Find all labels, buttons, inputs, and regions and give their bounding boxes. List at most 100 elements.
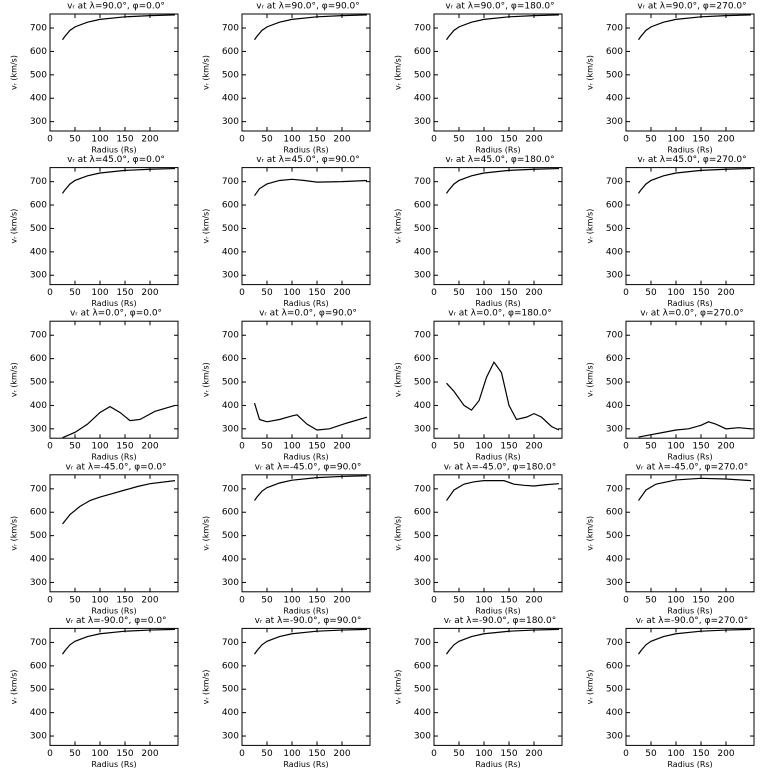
x-tick-label: 0 (47, 595, 53, 605)
y-tick-label: 600 (222, 47, 239, 57)
y-tick-label: 400 (606, 94, 623, 104)
panel-title: vᵣ at λ=0.0°, φ=180.0° (448, 309, 552, 319)
x-tick-label: 200 (333, 749, 350, 759)
plot-frame (625, 627, 755, 746)
y-tick-label: 700 (222, 177, 239, 187)
plot-frame (625, 13, 755, 132)
x-tick-label: 50 (69, 288, 81, 298)
y-tick-label: 300 (414, 578, 431, 588)
x-axis-label: Radius (Rs) (91, 453, 136, 462)
y-axis-label: vᵣ (km/s) (202, 55, 211, 90)
y-tick-label: 300 (414, 117, 431, 127)
x-tick-label: 150 (308, 442, 325, 452)
panel: vᵣ at λ=45.0°, φ=0.0° 0 50 100 150 200 300 400 5… (10, 155, 179, 308)
x-tick-label: 150 (116, 288, 133, 298)
panel-title: vᵣ at λ=0.0°, φ=270.0° (640, 309, 744, 319)
plot-frame (625, 320, 755, 439)
y-tick-label: 400 (414, 247, 431, 257)
y-tick-label: 500 (30, 224, 47, 234)
panel: vᵣ at λ=0.0°, φ=90.0° 0 50 100 150 200 300 400 5… (202, 309, 371, 462)
panel: vᵣ at λ=-45.0°, φ=0.0° 0 50 100 150 200 300 400… (10, 462, 179, 615)
panel: vᵣ at λ=-45.0°, φ=270.0° 0 50 100 150 200 300 4… (586, 462, 755, 615)
x-axis-label: Radius (Rs) (283, 453, 328, 462)
panel-title: vᵣ at λ=90.0°, φ=0.0° (67, 2, 165, 12)
x-tick-label: 50 (261, 595, 273, 605)
x-axis-label: Radius (Rs) (283, 760, 328, 768)
y-axis-label: vᵣ (km/s) (394, 669, 403, 704)
x-tick-label: 50 (453, 595, 465, 605)
panel-title: vᵣ at λ=90.0°, φ=90.0° (256, 2, 360, 12)
x-tick-label: 50 (69, 135, 81, 145)
y-axis-label: vᵣ (km/s) (586, 516, 595, 551)
x-tick-label: 0 (47, 749, 53, 759)
y-tick-label: 700 (414, 638, 431, 648)
data-line (638, 477, 752, 501)
y-tick-label: 600 (414, 47, 431, 57)
y-tick-label: 700 (30, 24, 47, 34)
y-tick-label: 700 (414, 331, 431, 341)
plot-frame (433, 167, 563, 286)
data-line (446, 360, 560, 431)
x-tick-label: 50 (69, 442, 81, 452)
y-tick-label: 500 (222, 531, 239, 541)
x-axis-label: Radius (Rs) (475, 299, 520, 308)
y-tick-label: 700 (30, 331, 47, 341)
y-tick-label: 300 (414, 424, 431, 434)
y-tick-label: 400 (606, 708, 623, 718)
y-tick-label: 400 (30, 94, 47, 104)
x-tick-label: 50 (453, 288, 465, 298)
y-tick-label: 500 (222, 378, 239, 388)
x-tick-label: 150 (692, 135, 709, 145)
plot-frame (49, 167, 179, 286)
y-tick-label: 600 (414, 354, 431, 364)
x-tick-label: 50 (645, 749, 657, 759)
y-tick-label: 600 (606, 47, 623, 57)
x-tick-label: 150 (500, 288, 517, 298)
x-tick-label: 200 (525, 135, 542, 145)
panel-title: vᵣ at λ=-45.0°, φ=0.0° (65, 462, 166, 472)
x-tick-label: 200 (333, 288, 350, 298)
x-tick-label: 50 (645, 442, 657, 452)
y-tick-label: 700 (30, 638, 47, 648)
y-tick-label: 600 (30, 508, 47, 518)
y-tick-label: 300 (222, 117, 239, 127)
panel-title: vᵣ at λ=-45.0°, φ=90.0° (255, 462, 362, 472)
x-tick-label: 200 (525, 442, 542, 452)
x-axis-label: Radius (Rs) (475, 760, 520, 768)
x-axis-label: Radius (Rs) (91, 299, 136, 308)
y-axis-label: vᵣ (km/s) (202, 209, 211, 244)
y-tick-label: 500 (222, 70, 239, 80)
panel-title: vᵣ at λ=-45.0°, φ=270.0° (636, 462, 749, 472)
panel: vᵣ at λ=0.0°, φ=270.0° 0 50 100 150 200 300 400… (586, 309, 755, 462)
x-tick-label: 100 (475, 135, 492, 145)
panel: vᵣ at λ=-90.0°, φ=90.0° 0 50 100 150 200 300 40… (202, 616, 371, 768)
y-axis-label: vᵣ (km/s) (10, 209, 19, 244)
x-tick-label: 50 (453, 749, 465, 759)
plot-frame (625, 167, 755, 286)
panel-title: vᵣ at λ=90.0°, φ=270.0° (637, 2, 746, 12)
y-axis-label: vᵣ (km/s) (394, 209, 403, 244)
x-tick-label: 200 (333, 135, 350, 145)
y-tick-label: 300 (606, 117, 623, 127)
y-axis-label: vᵣ (km/s) (202, 516, 211, 551)
x-tick-label: 100 (91, 442, 108, 452)
x-tick-label: 0 (239, 135, 245, 145)
y-tick-label: 500 (606, 531, 623, 541)
x-tick-label: 150 (116, 135, 133, 145)
data-line (446, 480, 560, 501)
x-axis-label: Radius (Rs) (475, 146, 520, 155)
panel: vᵣ at λ=45.0°, φ=180.0° 0 50 100 150 200 300 40… (394, 155, 563, 308)
y-axis-label: vᵣ (km/s) (10, 55, 19, 90)
y-tick-label: 600 (30, 661, 47, 671)
y-tick-label: 300 (414, 732, 431, 742)
y-tick-label: 300 (222, 732, 239, 742)
y-tick-label: 700 (414, 484, 431, 494)
plot-frame (433, 627, 563, 746)
panel: vᵣ at λ=-90.0°, φ=270.0° 0 50 100 150 200 300 4… (586, 616, 755, 768)
x-tick-label: 150 (308, 595, 325, 605)
x-axis-label: Radius (Rs) (283, 606, 328, 615)
panel-title: vᵣ at λ=90.0°, φ=180.0° (445, 2, 554, 12)
x-axis-label: Radius (Rs) (667, 606, 712, 615)
y-axis-label: vᵣ (km/s) (10, 516, 19, 551)
